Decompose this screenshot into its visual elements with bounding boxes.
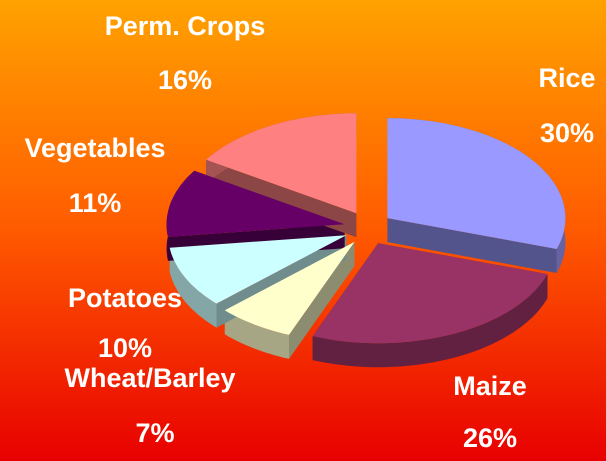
- category-label: Maize: [453, 371, 527, 401]
- slice-side: [387, 218, 557, 273]
- category-label: Wheat/Barley: [64, 363, 235, 393]
- slice-rim: [169, 247, 217, 328]
- value-label: 30%: [540, 118, 594, 148]
- category-label: Perm. Crops: [105, 11, 266, 41]
- pie-tops: [166, 113, 566, 344]
- value-label: 7%: [135, 418, 174, 448]
- slice: [387, 118, 566, 249]
- slice-rim: [224, 310, 289, 359]
- value-label: 10%: [98, 333, 152, 363]
- value-label: 11%: [69, 188, 122, 218]
- category-label: Potatoes: [68, 283, 182, 313]
- slice-rim: [312, 274, 548, 368]
- category-label: Rice: [538, 63, 595, 93]
- slice: [166, 170, 345, 237]
- slice: [169, 235, 347, 304]
- value-label: 16%: [158, 65, 212, 95]
- labels: Rice 30% Maize 26% Wheat/Barley 7% Potatoes 10%…: [24, 11, 595, 453]
- slice: [312, 243, 548, 344]
- category-label: Vegetables: [24, 133, 165, 163]
- slice: [206, 113, 357, 214]
- value-label: 26%: [463, 423, 517, 453]
- slice: [224, 241, 355, 335]
